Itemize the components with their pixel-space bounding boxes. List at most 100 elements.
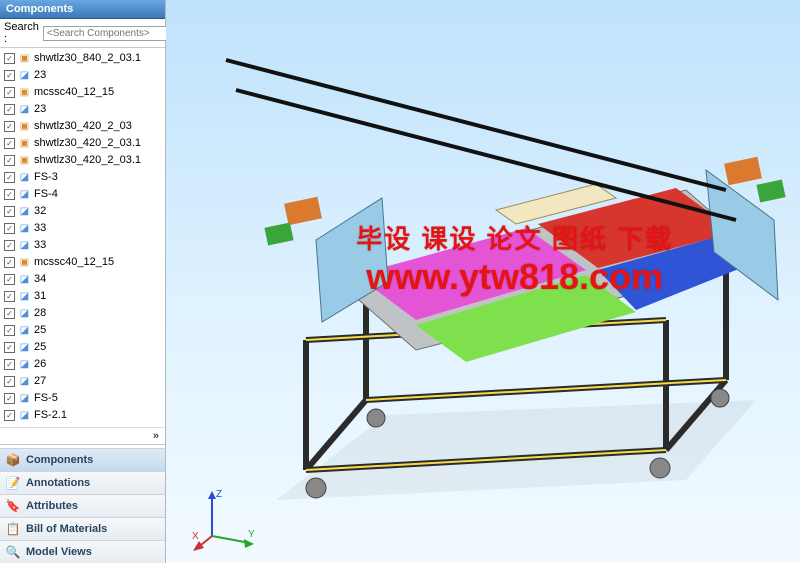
asm-icon: ◪ [18, 392, 31, 405]
tree-item[interactable]: ✓◪25 [0, 339, 165, 356]
tree-item[interactable]: ✓◪FS-4 [0, 186, 165, 203]
category-attributes[interactable]: 🔖 Attributes [0, 494, 165, 517]
asm-icon: ◪ [18, 409, 31, 422]
tree-item-label: FS-3 [34, 169, 58, 186]
tree-item-label: 23 [34, 67, 46, 84]
asm-icon: ◪ [18, 171, 31, 184]
tree-item[interactable]: ✓◪33 [0, 220, 165, 237]
checkbox-icon[interactable]: ✓ [4, 376, 15, 387]
tree-item[interactable]: ✓◪31 [0, 288, 165, 305]
category-components[interactable]: 📦 Components [0, 448, 165, 471]
checkbox-icon[interactable]: ✓ [4, 70, 15, 81]
component-tree[interactable]: ✓▣shwtlz30_840_2_03.1✓◪23✓▣mcssc40_12_15… [0, 48, 165, 427]
category-label: Bill of Materials [26, 523, 107, 535]
axis-triad: Z Y X [192, 481, 262, 551]
components-panel: Components Search : ✓▣shwtlz30_840_2_03.… [0, 0, 166, 563]
checkbox-icon[interactable]: ✓ [4, 155, 15, 166]
checkbox-icon[interactable]: ✓ [4, 138, 15, 149]
checkbox-icon[interactable]: ✓ [4, 104, 15, 115]
category-icon: 🔖 [6, 499, 20, 513]
tree-item[interactable]: ✓◪FS-5 [0, 390, 165, 407]
asm-icon: ◪ [18, 341, 31, 354]
asm-icon: ◪ [18, 375, 31, 388]
tree-item-label: mcssc40_12_15 [34, 254, 114, 271]
tree-item[interactable]: ✓▣shwtlz30_420_2_03.1 [0, 135, 165, 152]
asm-icon: ◪ [18, 188, 31, 201]
category-label: Model Views [26, 546, 92, 558]
asm-icon: ◪ [18, 307, 31, 320]
panel-title: Components [0, 0, 165, 19]
part-icon: ▣ [18, 120, 31, 133]
checkbox-icon[interactable]: ✓ [4, 393, 15, 404]
asm-icon: ◪ [18, 205, 31, 218]
category-icon: 📦 [6, 453, 20, 467]
tree-item-label: 33 [34, 237, 46, 254]
checkbox-icon[interactable]: ✓ [4, 206, 15, 217]
tree-item[interactable]: ✓▣shwtlz30_420_2_03 [0, 118, 165, 135]
asm-icon: ◪ [18, 273, 31, 286]
category-icon: 📝 [6, 476, 20, 490]
svg-text:Y: Y [248, 529, 255, 540]
asm-icon: ◪ [18, 324, 31, 337]
asm-icon: ◪ [18, 358, 31, 371]
checkbox-icon[interactable]: ✓ [4, 325, 15, 336]
part-icon: ▣ [18, 256, 31, 269]
category-bill-of-materials[interactable]: 📋 Bill of Materials [0, 517, 165, 540]
tree-item-label: 25 [34, 322, 46, 339]
checkbox-icon[interactable]: ✓ [4, 223, 15, 234]
checkbox-icon[interactable]: ✓ [4, 189, 15, 200]
asm-icon: ◪ [18, 222, 31, 235]
tree-item[interactable]: ✓◪27 [0, 373, 165, 390]
svg-text:X: X [192, 531, 199, 542]
category-model-views[interactable]: 🔍 Model Views [0, 540, 165, 563]
tree-item[interactable]: ✓▣shwtlz30_840_2_03.1 [0, 50, 165, 67]
tree-item-label: shwtlz30_420_2_03.1 [34, 135, 141, 152]
tree-item-label: FS-4 [34, 186, 58, 203]
tree-item[interactable]: ✓◪26 [0, 356, 165, 373]
asm-icon: ◪ [18, 290, 31, 303]
checkbox-icon[interactable]: ✓ [4, 87, 15, 98]
tree-item[interactable]: ✓◪25 [0, 322, 165, 339]
category-label: Attributes [26, 500, 78, 512]
checkbox-icon[interactable]: ✓ [4, 274, 15, 285]
tree-item[interactable]: ✓◪23 [0, 67, 165, 84]
part-icon: ▣ [18, 86, 31, 99]
checkbox-icon[interactable]: ✓ [4, 257, 15, 268]
tree-item-label: 34 [34, 271, 46, 288]
checkbox-icon[interactable]: ✓ [4, 172, 15, 183]
tree-item-label: FS-5 [34, 390, 58, 407]
part-icon: ▣ [18, 137, 31, 150]
3d-viewport[interactable]: 毕设 课设 论文 图纸 下载 www.ytw818.com Z Y X [166, 0, 800, 563]
tree-item[interactable]: ✓◪33 [0, 237, 165, 254]
checkbox-icon[interactable]: ✓ [4, 53, 15, 64]
category-annotations[interactable]: 📝 Annotations [0, 471, 165, 494]
category-icon: 📋 [6, 522, 20, 536]
tree-item-label: 28 [34, 305, 46, 322]
tree-item-label: 25 [34, 339, 46, 356]
category-label: Components [26, 454, 93, 466]
checkbox-icon[interactable]: ✓ [4, 359, 15, 370]
category-label: Annotations [26, 477, 90, 489]
checkbox-icon[interactable]: ✓ [4, 121, 15, 132]
tree-item[interactable]: ✓◪28 [0, 305, 165, 322]
tree-item[interactable]: ✓▣mcssc40_12_15 [0, 254, 165, 271]
asm-icon: ◪ [18, 239, 31, 252]
checkbox-icon[interactable]: ✓ [4, 291, 15, 302]
tree-item[interactable]: ✓◪23 [0, 101, 165, 118]
tree-item[interactable]: ✓◪34 [0, 271, 165, 288]
search-row: Search : [0, 19, 165, 48]
checkbox-icon[interactable]: ✓ [4, 342, 15, 353]
tree-item[interactable]: ✓▣shwtlz30_420_2_03.1 [0, 152, 165, 169]
checkbox-icon[interactable]: ✓ [4, 240, 15, 251]
tree-item[interactable]: ✓◪FS-2.1 [0, 407, 165, 424]
category-icon: 🔍 [6, 545, 20, 559]
checkbox-icon[interactable]: ✓ [4, 410, 15, 421]
tree-item[interactable]: ✓◪FS-3 [0, 169, 165, 186]
search-input[interactable] [43, 26, 183, 41]
tree-item[interactable]: ✓▣mcssc40_12_15 [0, 84, 165, 101]
checkbox-icon[interactable]: ✓ [4, 308, 15, 319]
more-button[interactable]: » [0, 427, 165, 444]
tree-item[interactable]: ✓◪32 [0, 203, 165, 220]
part-icon: ▣ [18, 52, 31, 65]
tree-item-label: 26 [34, 356, 46, 373]
